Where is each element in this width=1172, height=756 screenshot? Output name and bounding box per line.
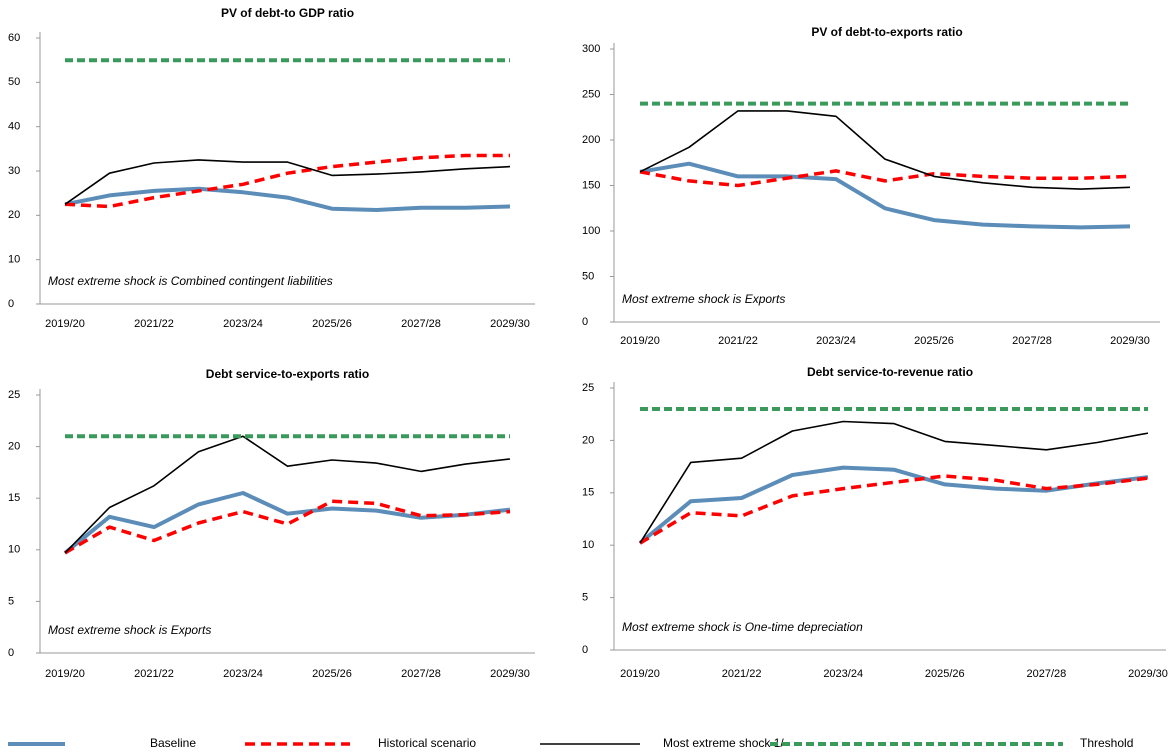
annotation: Most extreme shock is Exports	[48, 623, 211, 637]
x-tick-label: 2029/30	[1128, 668, 1168, 680]
y-tick-label: 0	[582, 644, 588, 656]
chart-title: Debt service-to-exports ratio	[206, 367, 369, 381]
chart-title: PV of debt-to GDP ratio	[221, 6, 354, 20]
x-tick-label: 2021/22	[134, 318, 174, 330]
legend-label: Historical scenario	[378, 736, 476, 750]
y-tick-label: 40	[8, 121, 20, 133]
x-tick-label: 2027/28	[401, 318, 441, 330]
x-tick-label: 2025/26	[312, 668, 352, 680]
legend-label: Threshold	[1080, 736, 1133, 750]
y-tick-label: 60	[8, 32, 20, 44]
y-tick-label: 10	[582, 539, 594, 551]
x-tick-label: 2025/26	[312, 318, 352, 330]
x-tick-label: 2027/28	[1012, 335, 1052, 347]
legend-label: Most extreme shock 1/	[663, 736, 784, 750]
series-line	[639, 110, 1131, 190]
x-tick-label: 2021/22	[134, 668, 174, 680]
x-tick-label: 2021/22	[718, 335, 758, 347]
x-tick-label: 2023/24	[816, 335, 856, 347]
x-tick-label: 2019/20	[620, 335, 660, 347]
series-line	[64, 435, 511, 554]
y-tick-label: 5	[582, 592, 588, 604]
series-line	[639, 161, 1131, 230]
y-tick-label: 30	[8, 165, 20, 177]
y-tick-label: 0	[8, 647, 14, 659]
chart-title: PV of debt-to-exports ratio	[811, 25, 962, 39]
y-tick-label: 20	[582, 434, 594, 446]
series-line	[64, 499, 511, 555]
series-line	[64, 153, 510, 209]
x-tick-label: 2029/30	[490, 668, 530, 680]
annotation: Most extreme shock is One-time depreciat…	[622, 620, 863, 634]
y-tick-label: 25	[8, 389, 20, 401]
y-tick-label: 15	[582, 487, 594, 499]
x-tick-label: 2025/26	[925, 668, 965, 680]
y-tick-label: 15	[8, 492, 20, 504]
y-tick-label: 200	[582, 134, 600, 146]
x-tick-label: 2019/20	[45, 668, 85, 680]
series-line	[638, 465, 1149, 545]
y-tick-label: 100	[582, 225, 600, 237]
series-line	[639, 420, 1149, 544]
y-tick-label: 50	[8, 76, 20, 88]
y-tick-label: 20	[8, 209, 20, 221]
annotation: Most extreme shock is Combined contingen…	[48, 274, 333, 288]
x-tick-label: 2021/22	[722, 668, 762, 680]
x-tick-label: 2029/30	[1110, 335, 1150, 347]
y-tick-label: 20	[8, 441, 20, 453]
y-tick-label: 10	[8, 544, 20, 556]
y-tick-label: 300	[582, 43, 600, 55]
series-line	[63, 491, 511, 555]
x-tick-label: 2023/24	[823, 668, 863, 680]
series-line	[64, 186, 511, 212]
y-tick-label: 50	[582, 270, 594, 282]
y-tick-label: 0	[8, 298, 14, 310]
series-line	[639, 169, 1131, 188]
chart-title: Debt service-to-revenue ratio	[807, 365, 973, 379]
y-tick-label: 0	[582, 316, 588, 328]
annotation: Most extreme shock is Exports	[622, 292, 785, 306]
y-tick-label: 10	[8, 254, 20, 266]
legend-label: Baseline	[150, 736, 196, 750]
series-line	[64, 159, 511, 205]
x-tick-label: 2023/24	[223, 318, 263, 330]
x-tick-label: 2023/24	[223, 668, 263, 680]
series-line	[639, 474, 1149, 545]
y-tick-label: 250	[582, 88, 600, 100]
y-tick-label: 25	[582, 382, 594, 394]
x-tick-label: 2027/28	[401, 668, 441, 680]
x-tick-label: 2019/20	[45, 318, 85, 330]
x-tick-label: 2025/26	[914, 335, 954, 347]
x-tick-label: 2029/30	[490, 318, 530, 330]
y-tick-label: 150	[582, 179, 600, 191]
y-tick-label: 5	[8, 595, 14, 607]
x-tick-label: 2027/28	[1027, 668, 1067, 680]
x-tick-label: 2019/20	[620, 668, 660, 680]
